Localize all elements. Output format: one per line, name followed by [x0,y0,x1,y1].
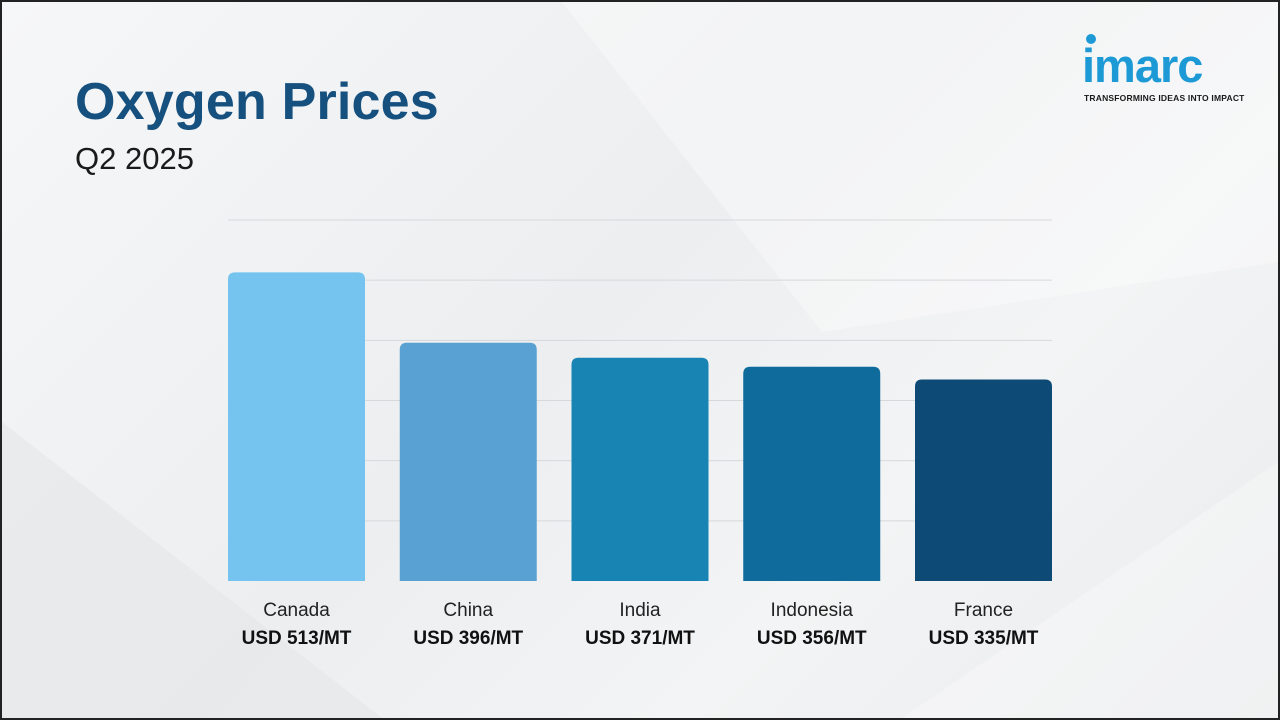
category-label: France [954,600,1013,621]
value-label: USD 371/MT [585,628,695,649]
category-label: Canada [263,600,330,621]
bar-china [399,342,537,581]
value-label: USD 396/MT [413,628,523,649]
value-label: USD 356/MT [757,628,867,649]
bar-indonesia [743,366,881,581]
logo-dot-icon [1086,34,1096,44]
page-subtitle: Q2 2025 [75,141,194,176]
category-label: Indonesia [771,600,854,621]
bar-canada [228,272,365,581]
category-label: India [619,600,661,621]
value-label: USD 335/MT [929,628,1039,649]
category-label: China [443,600,493,621]
bar-india [571,357,709,581]
value-label: USD 513/MT [242,628,352,649]
imarc-logo: imarc TRANSFORMING IDEAS INTO IMPACT [1082,32,1252,106]
logo-tagline: TRANSFORMING IDEAS INTO IMPACT [1084,93,1245,103]
bar-france [915,379,1052,581]
page-title: Oxygen Prices [75,73,439,131]
logo-wordmark: imarc [1082,39,1203,92]
